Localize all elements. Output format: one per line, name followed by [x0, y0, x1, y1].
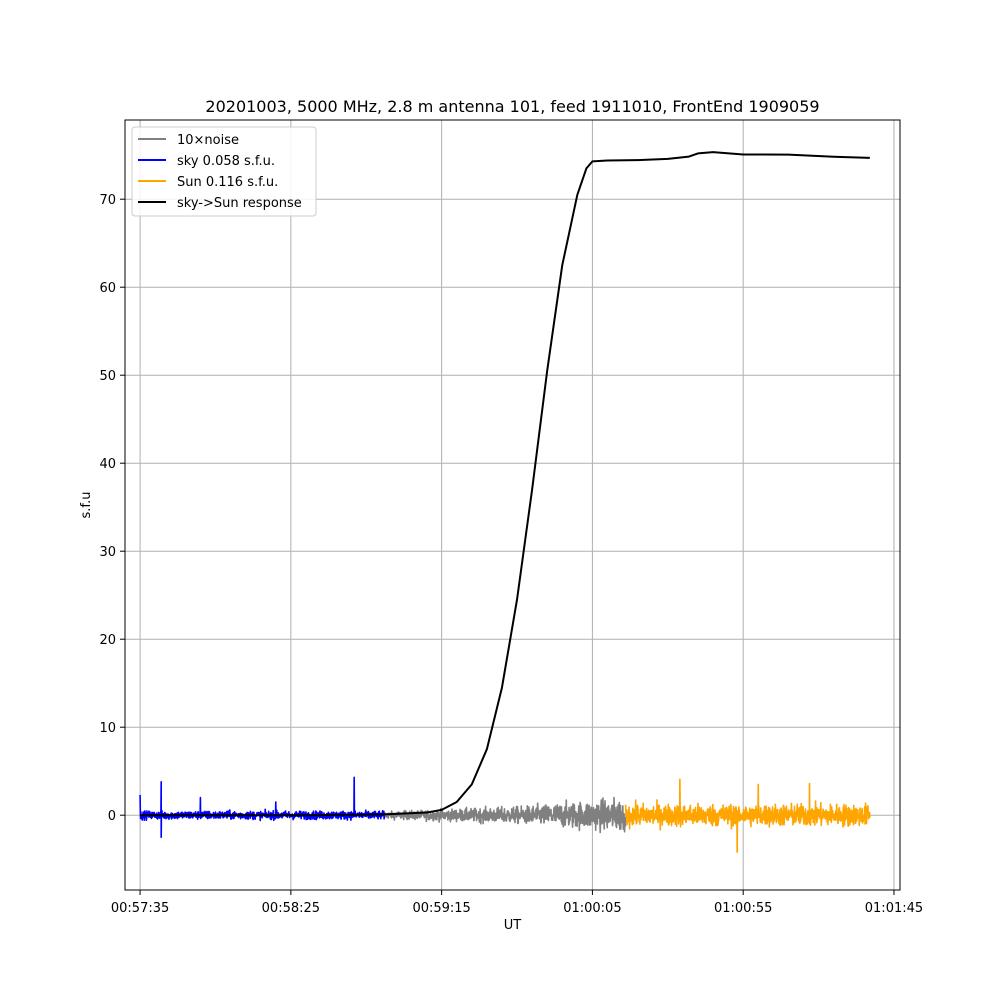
x-tick-label: 00:59:15 — [412, 901, 470, 916]
y-tick-label: 20 — [99, 633, 116, 648]
x-tick-label: 00:58:25 — [262, 901, 320, 916]
grid-lines — [125, 120, 900, 890]
series-sun-0-116-s-f-u — [624, 778, 871, 853]
y-tick-label: 70 — [99, 193, 116, 208]
y-tick-label: 40 — [99, 457, 116, 472]
x-tick-label: 00:57:35 — [111, 901, 169, 916]
legend-label-sky-sun-response: sky->Sun response — [177, 196, 302, 211]
y-axis: 0 10 20 30 40 50 60 70 — [99, 193, 125, 824]
axes-frame — [124, 119, 901, 891]
plot-area — [139, 151, 871, 853]
series-sky-0-058-s-f-u — [139, 776, 386, 838]
legend-label-10-noise: 10×noise — [177, 133, 239, 148]
chart-title: 20201003, 5000 MHz, 2.8 m antenna 101, f… — [205, 97, 819, 116]
y-tick-label: 60 — [99, 281, 116, 296]
y-tick-label: 30 — [99, 545, 116, 560]
legend-label-sky-0-058-s-f-u: sky 0.058 s.f.u. — [177, 154, 275, 169]
series-sky-sun-response — [140, 151, 870, 817]
x-tick-label: 01:01:45 — [865, 901, 923, 916]
legend: 10×noise sky 0.058 s.f.u. Sun 0.116 s.f.u.… — [131, 126, 317, 217]
y-tick-label: 0 — [108, 809, 116, 824]
x-axis-label: UT — [504, 918, 522, 933]
legend-label-sun-0-116-s-f-u: Sun 0.116 s.f.u. — [177, 175, 278, 190]
legend-box — [131, 126, 317, 217]
series-10-noise — [383, 796, 627, 834]
y-tick-label: 10 — [99, 721, 116, 736]
x-axis: 00:57:35 00:58:25 00:59:15 01:00:05 01:00:55… — [111, 890, 923, 916]
y-tick-label: 50 — [99, 369, 116, 384]
y-axis-label: s.f.u — [79, 492, 94, 519]
x-tick-label: 01:00:55 — [714, 901, 772, 916]
x-tick-label: 01:00:05 — [563, 901, 621, 916]
